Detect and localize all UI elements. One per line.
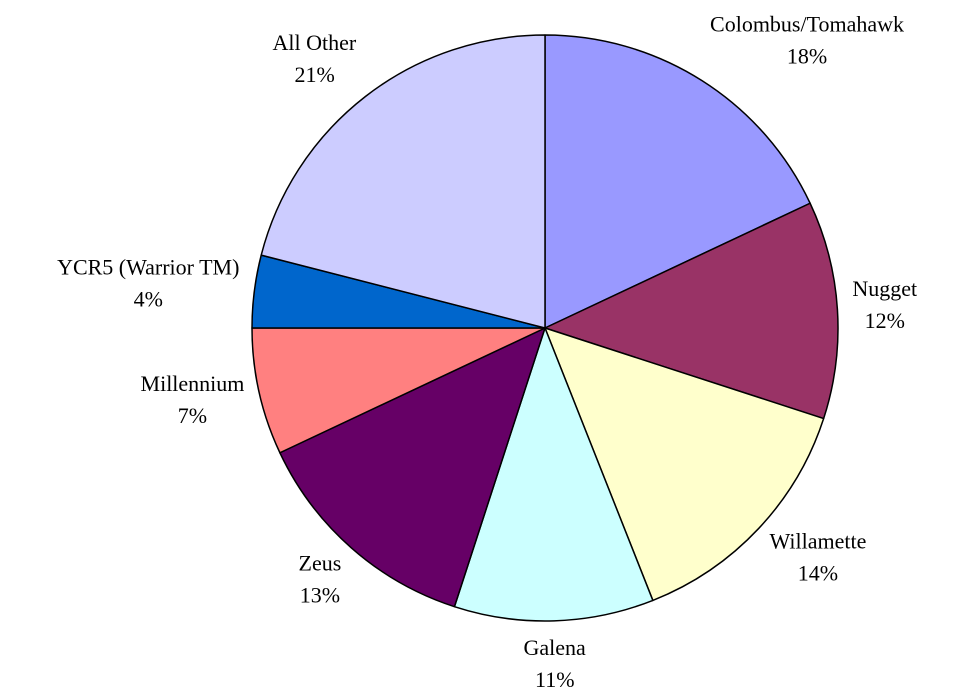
slice-label: Zeus (299, 551, 342, 576)
slice-value-label: 12% (865, 308, 905, 333)
pie-slice (544, 327, 825, 602)
slice-label: Galena (524, 635, 587, 660)
slice-value-label: 13% (300, 583, 340, 608)
slice-value-label: 14% (798, 560, 838, 585)
slice-label: All Other (273, 30, 357, 55)
slice-label: YCR5 (Warrior TM) (57, 255, 239, 280)
pie-slice (544, 34, 811, 329)
slice-value-label: 21% (295, 62, 335, 87)
pie-slice (279, 327, 546, 608)
slice-label: Colombus/Tomahawk (710, 12, 904, 37)
slice-value-label: 7% (178, 403, 207, 428)
pie-slice (260, 34, 546, 329)
slice-value-label: 18% (787, 44, 827, 69)
slice-label: Nugget (852, 276, 917, 301)
slice-label: Willamette (770, 528, 867, 553)
pie-slice (251, 327, 546, 454)
slice-value-label: 11% (535, 667, 575, 692)
pie-slice (544, 202, 839, 420)
pie-slice (453, 327, 654, 622)
slice-value-label: 4% (134, 287, 163, 312)
slice-label: Millennium (141, 371, 245, 396)
